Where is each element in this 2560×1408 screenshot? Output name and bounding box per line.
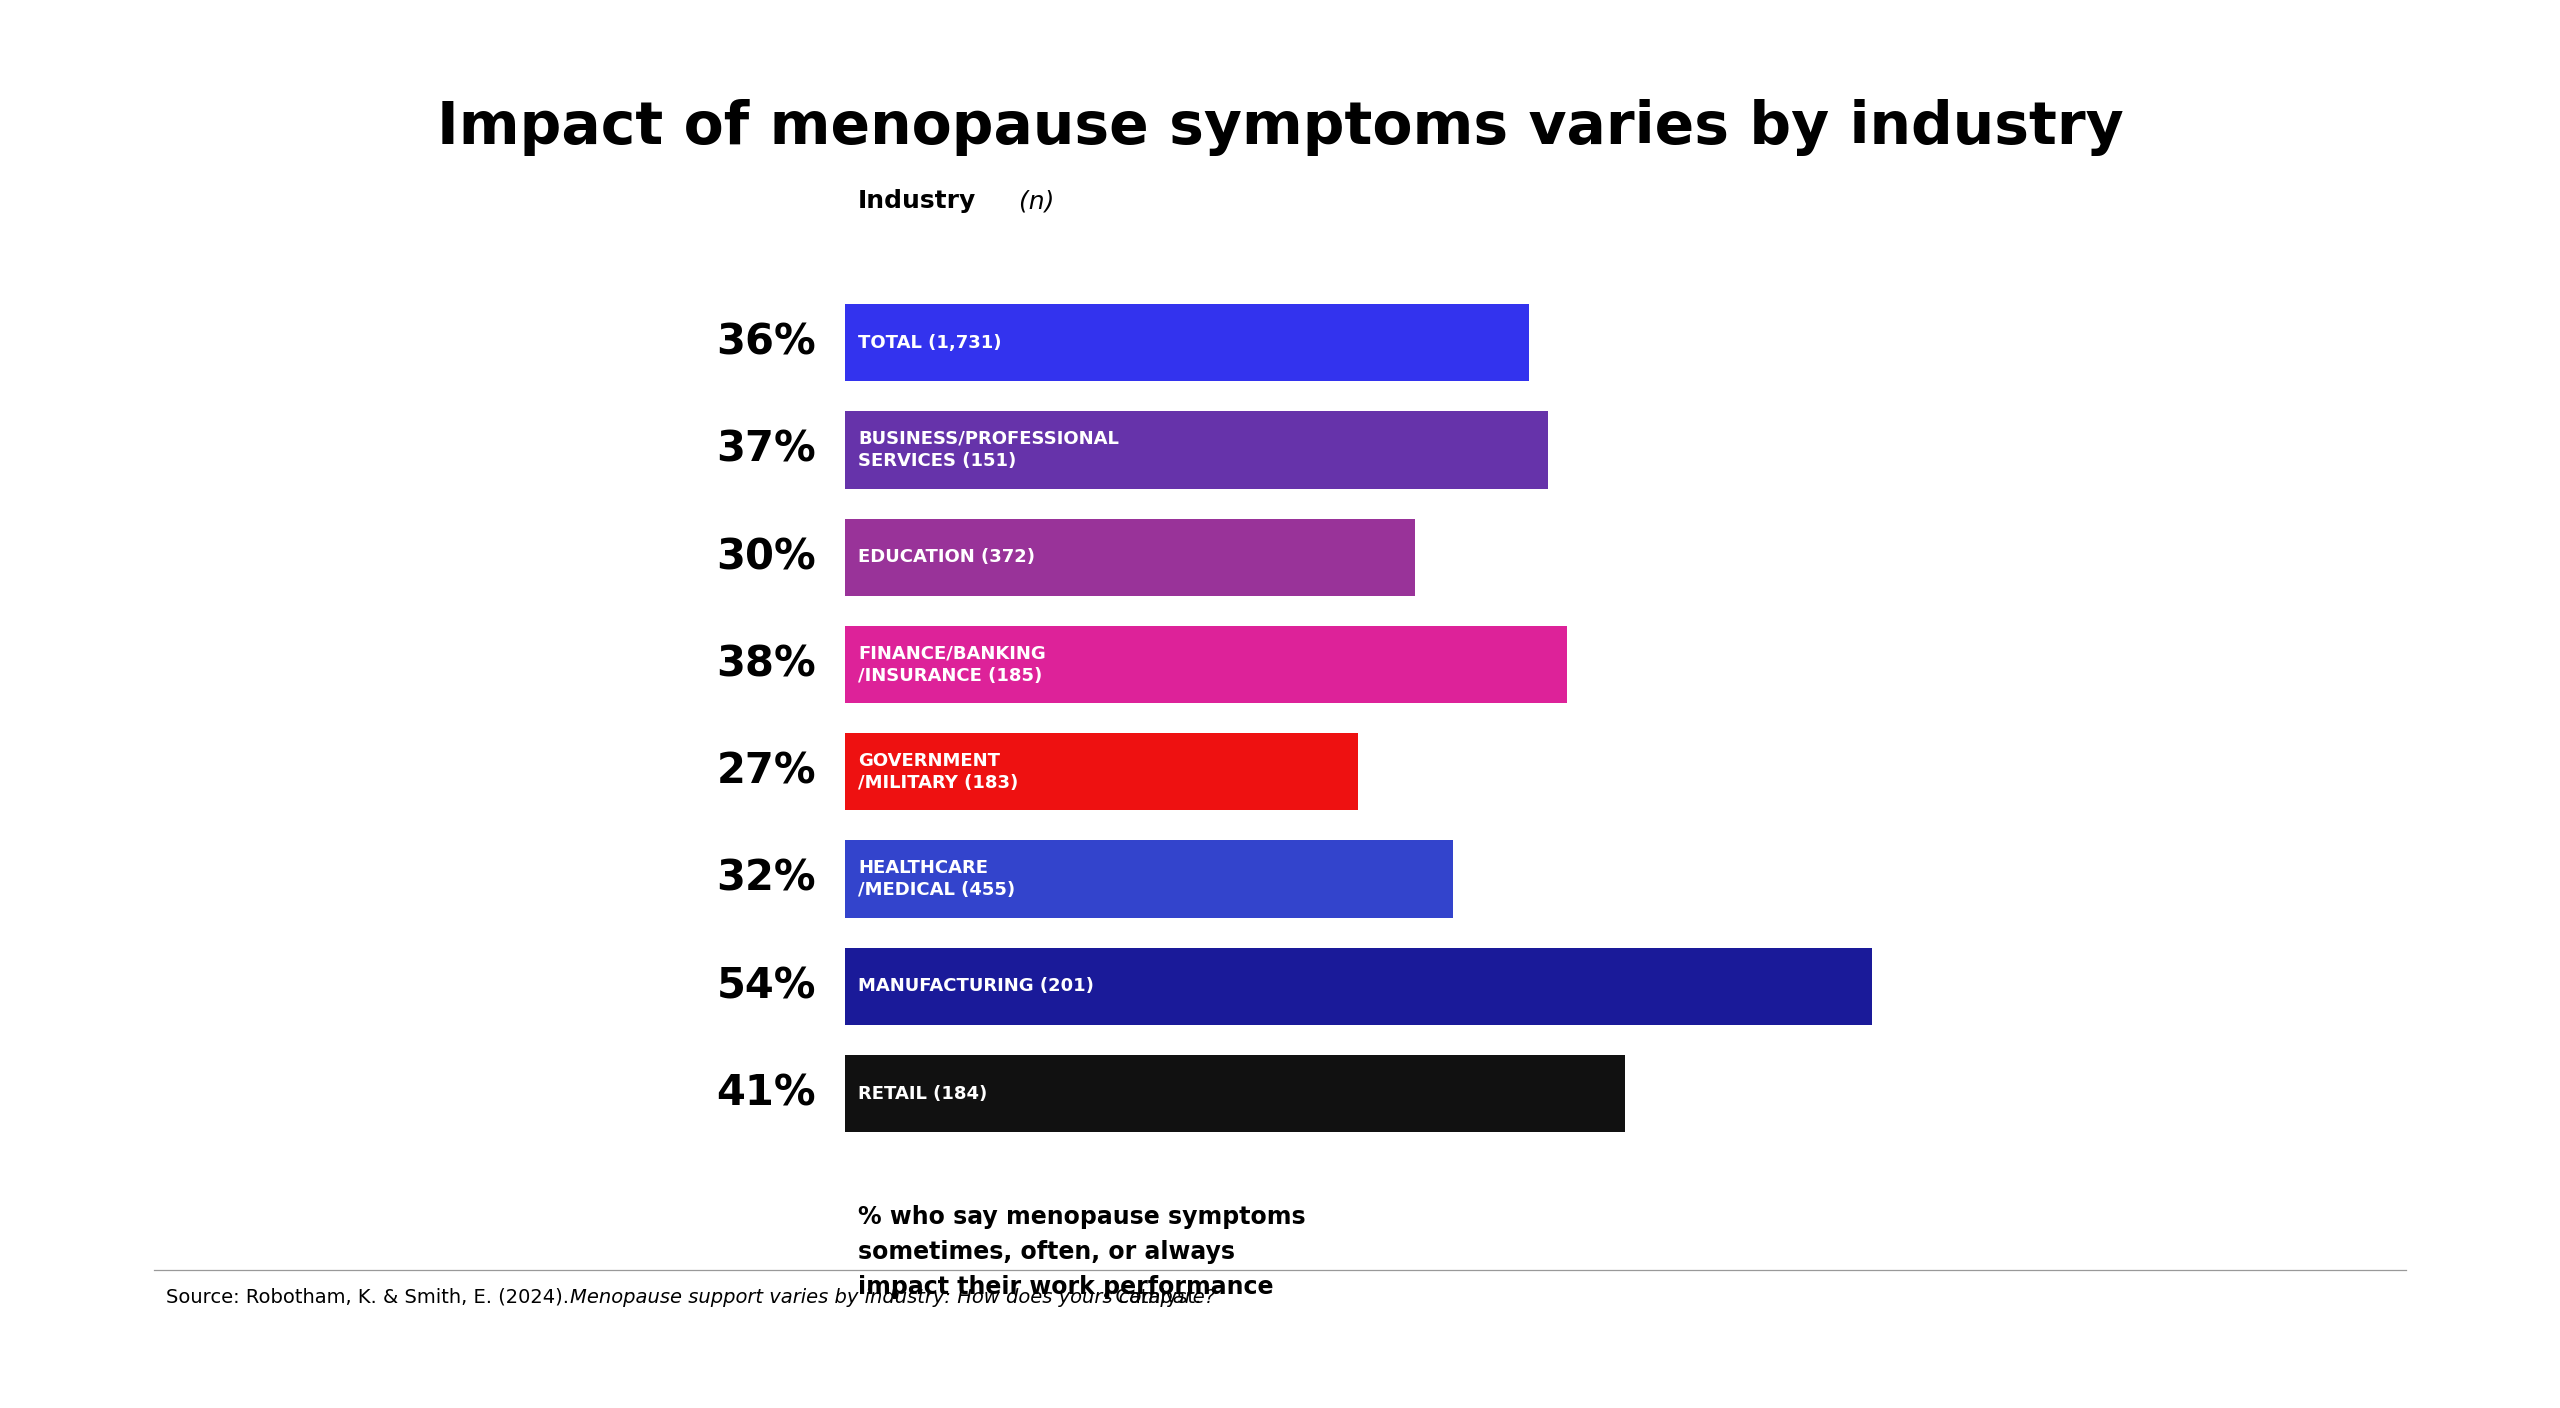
Bar bbox=[845, 304, 1528, 382]
Bar bbox=[845, 841, 1454, 918]
Text: 27%: 27% bbox=[717, 750, 817, 793]
Text: EDUCATION (372): EDUCATION (372) bbox=[858, 548, 1034, 566]
Text: % who say menopause symptoms
sometimes, often, or always
impact their work perfo: % who say menopause symptoms sometimes, … bbox=[858, 1205, 1306, 1300]
Text: 30%: 30% bbox=[717, 536, 817, 579]
Bar bbox=[845, 734, 1359, 811]
Bar bbox=[845, 1055, 1626, 1132]
Text: Source: Robotham, K. & Smith, E. (2024).: Source: Robotham, K. & Smith, E. (2024). bbox=[166, 1288, 576, 1307]
Text: 38%: 38% bbox=[717, 643, 817, 686]
Text: 54%: 54% bbox=[717, 966, 817, 1007]
Text: BUSINESS/PROFESSIONAL
SERVICES (151): BUSINESS/PROFESSIONAL SERVICES (151) bbox=[858, 429, 1119, 470]
Text: Menopause support varies by industry: How does yours compare?: Menopause support varies by industry: Ho… bbox=[571, 1288, 1216, 1307]
Text: (n): (n) bbox=[1011, 190, 1055, 214]
Text: 41%: 41% bbox=[717, 1073, 817, 1115]
Text: Impact of menopause symptoms varies by industry: Impact of menopause symptoms varies by i… bbox=[438, 99, 2122, 155]
Text: MANUFACTURING (201): MANUFACTURING (201) bbox=[858, 977, 1093, 995]
Text: GOVERNMENT
/MILITARY (183): GOVERNMENT /MILITARY (183) bbox=[858, 752, 1019, 791]
Text: TOTAL (1,731): TOTAL (1,731) bbox=[858, 334, 1001, 352]
Text: RETAIL (184): RETAIL (184) bbox=[858, 1084, 988, 1102]
Text: Industry: Industry bbox=[858, 190, 975, 214]
Bar bbox=[845, 518, 1416, 596]
Text: 32%: 32% bbox=[717, 857, 817, 900]
Text: 37%: 37% bbox=[717, 429, 817, 470]
Text: FINANCE/BANKING
/INSURANCE (185): FINANCE/BANKING /INSURANCE (185) bbox=[858, 645, 1047, 684]
Text: HEALTHCARE
/MEDICAL (455): HEALTHCARE /MEDICAL (455) bbox=[858, 859, 1016, 900]
Text: 36%: 36% bbox=[717, 321, 817, 363]
Bar bbox=[845, 411, 1549, 489]
Text: Catalyst.: Catalyst. bbox=[1108, 1288, 1201, 1307]
Bar bbox=[845, 625, 1567, 703]
Bar bbox=[845, 948, 1871, 1025]
